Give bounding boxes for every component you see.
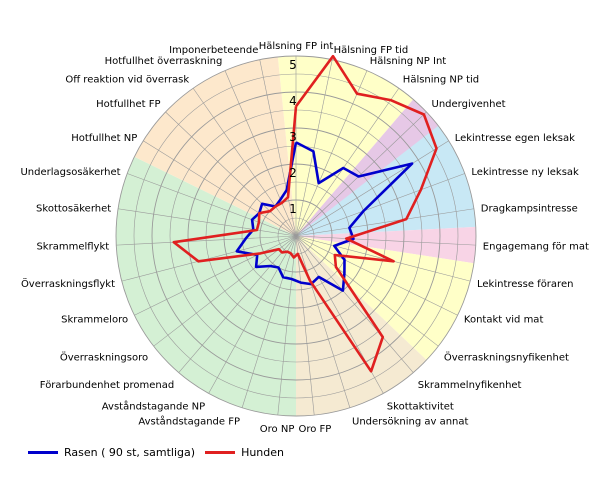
sector-2: [296, 125, 476, 236]
sector-0: [277, 56, 414, 237]
sector-3: [296, 226, 477, 264]
category-label-4: Undergivenhet: [432, 99, 506, 110]
category-label-3: Hälsning NP tid: [403, 75, 479, 86]
category-label-22: Överraskningsflykt: [21, 277, 115, 290]
grid-spoke-25: [127, 173, 297, 237]
grid-spoke-5: [295, 140, 449, 237]
category-label-13: Skottaktivitet: [387, 402, 454, 413]
category-label-21: Skrammeloro: [61, 314, 128, 325]
grid-spoke-24: [118, 208, 297, 237]
category-label-1: Hälsning FP tid: [334, 45, 409, 56]
category-label-15: Oro FP: [298, 424, 331, 435]
grid-spoke-8: [295, 235, 476, 246]
category-label-20: Överraskningsoro: [60, 351, 148, 364]
grid-spoke-1: [295, 59, 333, 237]
legend-swatch-hunden: [205, 451, 236, 454]
category-label-28: Off reaktion vid överrask: [65, 75, 189, 86]
grid-spoke-4: [295, 111, 427, 237]
category-label-29: Hotfullhet överraskning: [105, 56, 223, 67]
category-label-6: Lekintresse ny leksak: [471, 167, 579, 178]
radar-grid: [115, 55, 477, 417]
sector-6: [115, 156, 297, 416]
grid-spoke-15: [295, 235, 315, 416]
grid-spoke-26: [143, 140, 297, 237]
category-label-14: Undersökning av annat: [352, 416, 469, 427]
category-label-9: Lekintresse föraren: [477, 279, 573, 290]
series-layer: [172, 54, 438, 373]
category-label-7: Dragkampsintresse: [481, 204, 578, 215]
grid-spoke-10: [295, 235, 458, 316]
grid-spoke-30: [259, 59, 297, 237]
category-label-2: Hälsning NP Int: [370, 56, 447, 67]
grid-spoke-16: [277, 235, 297, 416]
category-label-30: Imponerbeteende: [169, 45, 258, 56]
grid-spoke-11: [295, 235, 439, 347]
category-label-18: Avståndstagande NP: [102, 400, 205, 413]
legend: Rasen ( 90 st, samtliga) Hunden: [28, 446, 294, 459]
grid-spoke-28: [192, 88, 297, 237]
grid-spoke-14: [295, 235, 351, 408]
grid-spoke-12: [295, 235, 414, 373]
category-label-23: Skrammelflykt: [36, 242, 109, 253]
category-label-17: Avståndstagande FP: [138, 414, 240, 427]
tick-label-2: 2: [289, 166, 297, 180]
legend-swatch-rasen: [28, 451, 58, 454]
radial-tick-labels: 1 2 3 4 5: [289, 58, 297, 216]
tick-label-5: 5: [289, 58, 297, 72]
sector-1: [296, 99, 458, 236]
category-label-11: Överraskningsnyfikenhet: [444, 351, 569, 364]
category-label-5: Lekintresse egen leksak: [455, 133, 575, 144]
grid-spoke-23: [116, 235, 297, 246]
tick-label-4: 4: [289, 94, 297, 108]
tick-label-3: 3: [289, 130, 297, 144]
sector-5: [296, 236, 427, 416]
grid-spoke-19: [178, 235, 297, 373]
grid-spoke-17: [241, 235, 297, 408]
tick-label-1: 1: [289, 202, 297, 216]
category-label-26: Hotfullhet NP: [71, 133, 137, 144]
grid-spoke-18: [208, 235, 297, 394]
legend-item-rasen: Rasen ( 90 st, samtliga): [28, 446, 195, 459]
grid-spoke-20: [153, 235, 297, 347]
legend-item-hunden: Hunden: [205, 446, 284, 459]
category-label-25: Underlagsosäkerhet: [20, 167, 120, 178]
category-label-0: Hälsning FP int: [259, 41, 334, 52]
category-label-24: Skottosäkerhet: [36, 204, 111, 215]
grid-spoke-3: [295, 88, 400, 237]
category-label-16: Oro NP: [260, 424, 295, 435]
grid-spoke-7: [295, 208, 474, 237]
grid-spoke-22: [121, 235, 297, 282]
grid-spoke-9: [295, 235, 471, 282]
grid-spoke-6: [295, 173, 465, 237]
grid-spoke-27: [165, 111, 297, 237]
category-label-8: Engagemang för mat: [483, 242, 589, 253]
category-label-19: Förarbundenhet promenad: [40, 380, 174, 391]
grid-spoke-21: [134, 235, 297, 316]
series-line-hunden: [172, 54, 438, 373]
grid-spoke-2: [295, 70, 368, 237]
grid-spoke-29: [224, 70, 297, 237]
category-label-27: Hotfullhet FP: [96, 99, 160, 110]
legend-label-hunden: Hunden: [241, 446, 284, 459]
category-label-12: Skrammelnyfikenhet: [418, 380, 522, 391]
legend-label-rasen: Rasen ( 90 st, samtliga): [64, 446, 196, 459]
sector-7: [134, 56, 296, 236]
category-label-10: Kontakt vid mat: [464, 314, 544, 325]
